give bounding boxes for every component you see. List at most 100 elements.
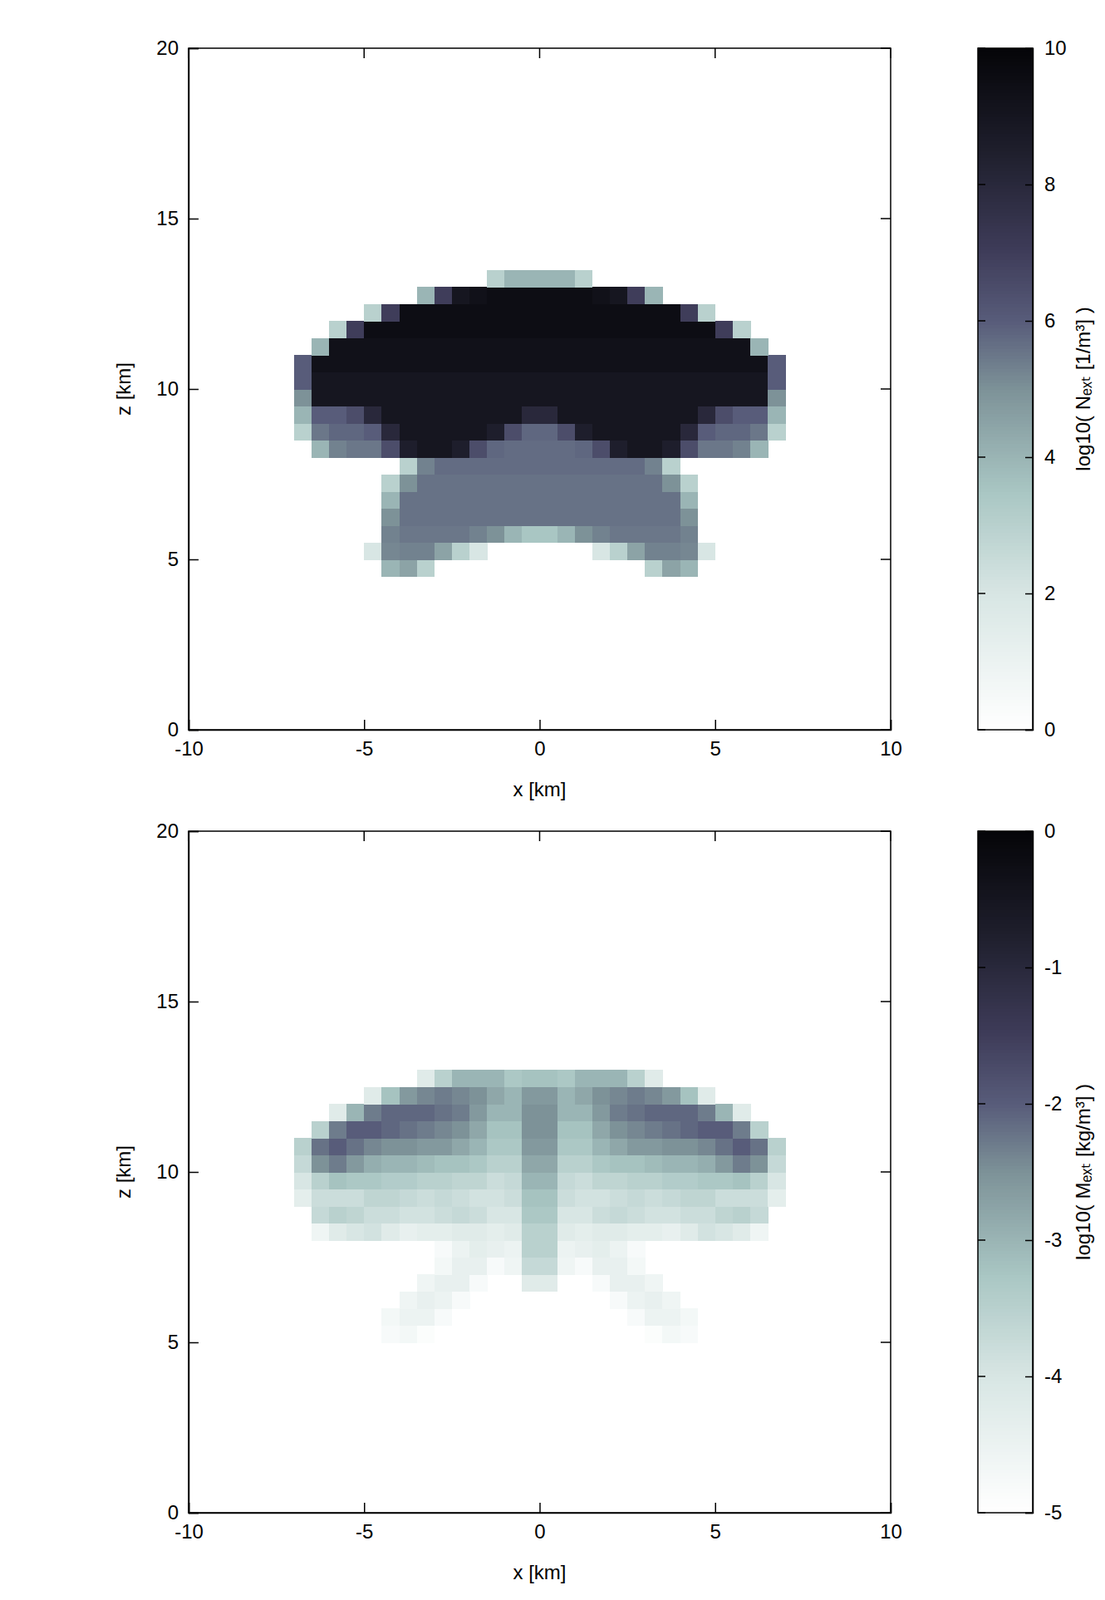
cell bbox=[521, 508, 541, 526]
cell bbox=[680, 1120, 699, 1139]
axis-line bbox=[189, 719, 892, 731]
cell bbox=[434, 1069, 453, 1087]
cell bbox=[469, 1154, 488, 1173]
cell bbox=[644, 1205, 663, 1223]
cell bbox=[557, 270, 576, 288]
cell bbox=[451, 1120, 471, 1139]
tick-mark bbox=[715, 1502, 718, 1513]
cell bbox=[329, 338, 348, 356]
cell bbox=[504, 1188, 523, 1207]
tick: 0 bbox=[1025, 819, 1056, 842]
cell bbox=[329, 1171, 348, 1189]
tick: 0 bbox=[167, 1500, 199, 1523]
cell bbox=[627, 320, 646, 339]
cell bbox=[715, 1154, 734, 1173]
colorbar-tick-mirror bbox=[977, 592, 986, 595]
cell bbox=[557, 406, 576, 424]
tick-label: -5 bbox=[355, 1519, 374, 1543]
cell bbox=[715, 1205, 734, 1223]
cell bbox=[732, 1120, 752, 1139]
cell bbox=[750, 1137, 769, 1155]
cell bbox=[715, 1188, 734, 1207]
cell bbox=[294, 372, 313, 390]
cell bbox=[469, 1171, 488, 1189]
cell bbox=[381, 406, 400, 424]
tick-label: -10 bbox=[174, 736, 204, 760]
colorbar-tick-mirror bbox=[977, 966, 986, 968]
cell bbox=[767, 406, 786, 424]
cell bbox=[715, 1171, 734, 1189]
cell bbox=[574, 406, 594, 424]
colorbar-swatches bbox=[977, 48, 1033, 731]
cell bbox=[486, 1069, 506, 1087]
cell bbox=[609, 456, 629, 475]
cell bbox=[469, 1137, 488, 1155]
cell bbox=[381, 1171, 400, 1189]
tick-mark bbox=[188, 1341, 199, 1344]
cell bbox=[644, 286, 663, 305]
cell bbox=[627, 338, 646, 356]
cell bbox=[434, 320, 453, 339]
cell bbox=[504, 406, 523, 424]
cell bbox=[540, 406, 559, 424]
cell bbox=[662, 406, 681, 424]
tick-mark bbox=[1025, 1512, 1033, 1514]
cell bbox=[750, 422, 769, 441]
cell bbox=[644, 1307, 663, 1326]
cell bbox=[592, 1171, 611, 1189]
cell bbox=[521, 270, 541, 288]
tick-mark bbox=[188, 1171, 199, 1174]
cell bbox=[697, 1222, 717, 1241]
cell bbox=[609, 1188, 629, 1207]
cell bbox=[662, 354, 681, 373]
cell bbox=[381, 1086, 400, 1105]
cell bbox=[399, 304, 418, 322]
cell bbox=[557, 1222, 576, 1241]
cell bbox=[540, 354, 559, 373]
cell bbox=[434, 304, 453, 322]
cell bbox=[504, 388, 523, 407]
cell bbox=[469, 474, 488, 492]
cell bbox=[346, 354, 365, 373]
cell bbox=[329, 1137, 348, 1155]
cell bbox=[486, 525, 506, 543]
cell bbox=[680, 1086, 699, 1105]
tick-mark-mirror bbox=[880, 728, 891, 731]
tick-mark bbox=[1025, 967, 1033, 969]
cell bbox=[434, 440, 453, 458]
cell bbox=[644, 406, 663, 424]
cell bbox=[469, 1239, 488, 1258]
cell bbox=[644, 422, 663, 441]
tick-label: 15 bbox=[156, 206, 179, 230]
tick: 6 bbox=[1025, 309, 1056, 332]
tick-mark bbox=[1025, 320, 1033, 323]
tick-label: 0 bbox=[1044, 717, 1056, 741]
cell bbox=[486, 304, 506, 322]
cell bbox=[381, 491, 400, 509]
tick-mark-mirror bbox=[714, 830, 717, 841]
cell bbox=[434, 422, 453, 441]
cell bbox=[504, 304, 523, 322]
cell bbox=[540, 1188, 559, 1207]
cell bbox=[363, 354, 383, 373]
cell bbox=[557, 1188, 576, 1207]
cell bbox=[574, 1120, 594, 1139]
cell bbox=[451, 304, 471, 322]
tick-label: 5 bbox=[167, 547, 179, 570]
cell bbox=[574, 508, 594, 526]
cell bbox=[504, 286, 523, 305]
cell bbox=[504, 372, 523, 390]
cell bbox=[434, 1137, 453, 1155]
cell bbox=[644, 1222, 663, 1241]
cell bbox=[399, 1188, 418, 1207]
cell bbox=[540, 372, 559, 390]
cell bbox=[750, 338, 769, 356]
cell bbox=[469, 1257, 488, 1275]
cell bbox=[627, 1154, 646, 1173]
cell bbox=[417, 508, 436, 526]
cell bbox=[592, 1120, 611, 1139]
cell bbox=[574, 270, 594, 288]
cell bbox=[417, 542, 436, 560]
cell bbox=[381, 1307, 400, 1326]
tick-mark bbox=[188, 729, 199, 732]
